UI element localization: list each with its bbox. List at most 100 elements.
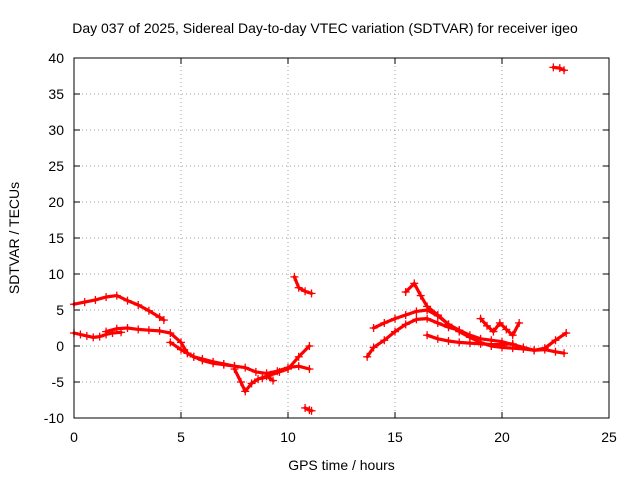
data-point: [519, 344, 528, 353]
data-point: [177, 338, 185, 347]
x-tick-label: 15: [387, 429, 403, 445]
series-track-14: [549, 63, 569, 75]
data-point: [89, 333, 98, 342]
data-point: [489, 327, 498, 336]
data-point: [369, 343, 378, 352]
data-point: [230, 365, 239, 374]
data-point: [401, 288, 410, 296]
y-tick-label: -5: [52, 374, 65, 390]
data-point: [444, 320, 453, 329]
data-point: [508, 331, 517, 340]
data-point: [198, 354, 207, 363]
y-axis-title: SDTVAR / TECUs: [6, 182, 22, 294]
y-tick-label: 10: [48, 266, 64, 282]
data-point: [307, 406, 316, 415]
data-point: [219, 360, 228, 368]
y-tick-label: 35: [48, 86, 64, 102]
data-point: [102, 327, 111, 336]
data-point: [549, 63, 558, 72]
data-point: [290, 272, 299, 281]
chart-title: Day 037 of 2025, Sidereal Day-to-day VTE…: [72, 20, 578, 36]
data-point: [284, 365, 292, 374]
y-tick-label: 25: [48, 158, 64, 174]
data-point: [433, 334, 442, 343]
data-point: [294, 352, 303, 361]
data-point: [189, 352, 198, 361]
data-point: [391, 327, 399, 336]
y-tick-label: 30: [48, 122, 64, 138]
data-point: [487, 340, 496, 349]
y-tick-label: 15: [48, 230, 64, 246]
data-point: [275, 367, 284, 376]
data-point: [530, 346, 539, 355]
data-point: [502, 325, 511, 334]
data-point: [412, 315, 421, 324]
x-tick-label: 0: [70, 429, 78, 445]
data-point: [551, 336, 560, 345]
data-point: [515, 318, 524, 327]
data-point: [498, 340, 506, 349]
x-axis-title: GPS time / hours: [288, 457, 395, 473]
data-point: [166, 329, 175, 338]
data-point: [410, 279, 419, 288]
y-tick-label: -10: [44, 410, 64, 426]
data-point: [241, 387, 250, 396]
axis-ticks: 0 5 10 15 20 25 -10 -5 0 5 10 15 20 25 30 35 40: [44, 50, 617, 445]
series-line: [72, 294, 166, 322]
data-point: [455, 327, 464, 336]
series-track-2: [70, 328, 126, 342]
data-point: [465, 339, 474, 348]
series-line: [292, 275, 314, 295]
series-track-3: [102, 324, 314, 378]
data-point: [305, 365, 314, 374]
series-track-8: [301, 403, 316, 415]
data-point: [455, 338, 464, 347]
series-track-4: [166, 338, 239, 371]
data-point: [294, 283, 303, 292]
data-point: [209, 357, 218, 366]
data-point: [269, 376, 278, 385]
data-point: [80, 298, 89, 307]
data-point: [102, 293, 111, 302]
data-point: [483, 321, 492, 330]
data-point: [476, 339, 485, 348]
y-tick-label: 20: [48, 194, 64, 210]
y-tick-label: 0: [56, 338, 64, 354]
data-point: [416, 291, 425, 300]
series-track-1: [70, 291, 168, 325]
data-point: [301, 287, 310, 296]
data-point: [166, 338, 175, 347]
x-tick-label: 25: [601, 429, 617, 445]
data-point: [423, 331, 432, 340]
data-point: [159, 316, 168, 325]
data-point: [155, 313, 164, 322]
data-point: [123, 296, 132, 305]
data-point: [401, 311, 410, 320]
data-point: [144, 326, 153, 335]
data-point: [476, 314, 485, 323]
data-point: [112, 324, 121, 333]
data-point: [236, 378, 245, 386]
data-point: [307, 289, 316, 298]
data-point: [562, 329, 571, 338]
data-point: [508, 339, 517, 348]
data-point: [363, 352, 372, 361]
data-point: [134, 300, 143, 309]
data-point: [444, 336, 453, 345]
series-line: [365, 317, 461, 359]
data-point: [391, 314, 399, 323]
data-point: [266, 370, 275, 379]
data-point: [134, 325, 143, 334]
y-tick-label: 40: [48, 50, 64, 66]
data-point: [401, 320, 410, 329]
series-line: [104, 326, 311, 375]
series-track-13: [476, 314, 524, 340]
data-point: [412, 307, 421, 316]
data-point: [82, 331, 91, 340]
data-point: [540, 345, 549, 354]
data-point: [112, 291, 121, 300]
data-point: [423, 302, 432, 311]
data-point: [91, 295, 100, 304]
data-point: [155, 326, 164, 335]
